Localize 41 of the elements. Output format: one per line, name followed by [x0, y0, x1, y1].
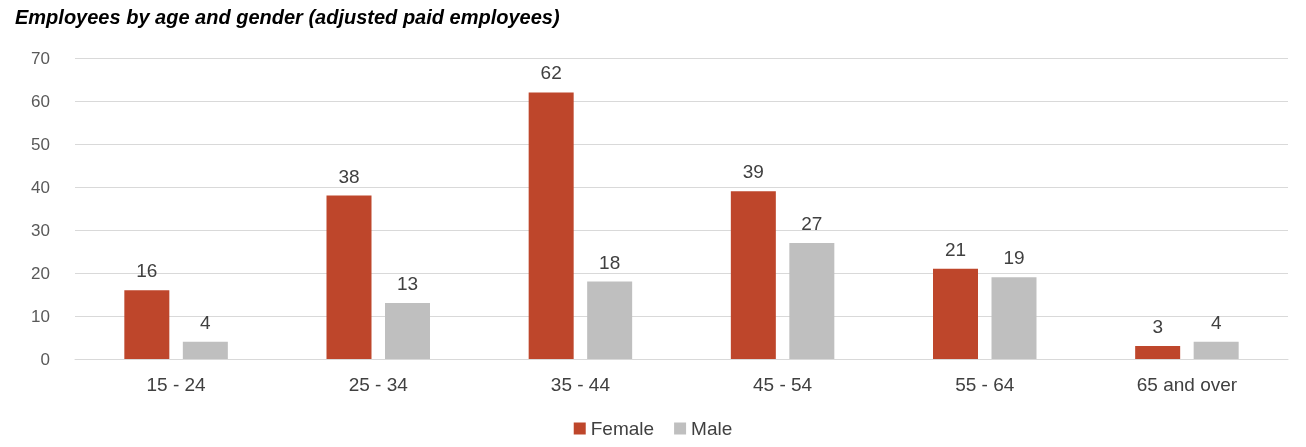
- bar: [789, 242, 835, 359]
- data-label: 21: [944, 238, 967, 260]
- chart-title: Employees by age and gender (adjusted paid employees): [15, 6, 560, 28]
- bar: [730, 191, 776, 359]
- y-tick-label: 10: [31, 306, 50, 326]
- data-label: 19: [1003, 247, 1025, 269]
- x-tick-label: 55 - 64: [955, 374, 1015, 395]
- x-tick-label: 25 - 34: [348, 374, 409, 395]
- bar: [933, 268, 978, 359]
- legend-label: Female: [590, 418, 655, 439]
- bar: [385, 303, 430, 359]
- bar: [528, 92, 574, 359]
- data-label: 3: [1152, 316, 1163, 338]
- y-tick-label: 70: [31, 48, 50, 68]
- bar: [991, 277, 1037, 359]
- data-label: 4: [200, 311, 212, 333]
- data-label: 18: [599, 251, 621, 273]
- data-label: 38: [338, 165, 360, 187]
- bar: [326, 195, 372, 359]
- data-label: 39: [742, 161, 764, 183]
- bar: [1135, 346, 1181, 359]
- bar: [587, 281, 633, 359]
- y-tick-label: 0: [40, 349, 50, 369]
- data-label: 27: [801, 212, 823, 234]
- x-tick-label: 45 - 54: [753, 374, 813, 395]
- bar: [182, 341, 228, 359]
- y-tick-label: 50: [31, 134, 50, 154]
- data-label: 16: [136, 260, 158, 282]
- x-tick-label: 15 - 24: [146, 374, 207, 395]
- x-tick-label: 35 - 44: [550, 374, 611, 395]
- y-tick-label: 30: [31, 220, 50, 240]
- y-tick-label: 20: [31, 263, 50, 283]
- bar: [1193, 341, 1239, 359]
- y-tick-label: 60: [31, 91, 50, 111]
- y-tick-label: 40: [31, 177, 50, 197]
- x-tick-label: 65 and over: [1136, 374, 1238, 395]
- bar: [124, 290, 170, 359]
- data-label: 4: [1210, 311, 1222, 333]
- data-label: 13: [396, 273, 419, 295]
- legend-label: Male: [691, 418, 733, 439]
- data-label: 62: [540, 62, 562, 84]
